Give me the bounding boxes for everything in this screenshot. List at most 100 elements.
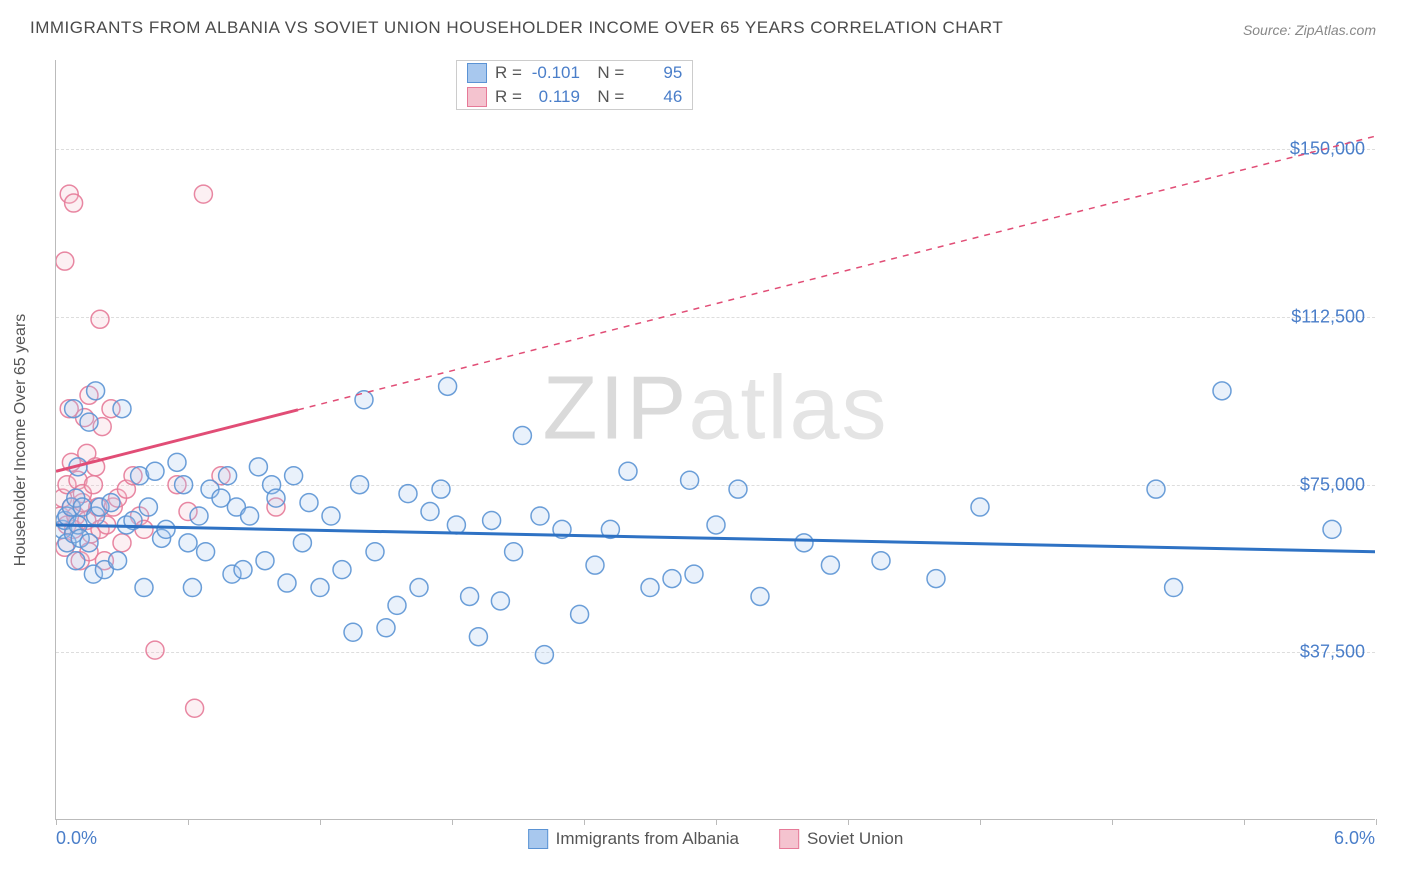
n-value-soviet: 46 [632,87,682,107]
data-point [197,543,215,561]
data-point [267,489,285,507]
data-point [113,534,131,552]
data-point [439,377,457,395]
trend-line-extrapolated [298,136,1375,410]
x-tick [848,819,849,825]
data-point [707,516,725,534]
n-label: N = [588,63,624,83]
data-point [513,427,531,445]
data-point [80,534,98,552]
swatch-soviet [779,829,799,849]
data-point [333,561,351,579]
data-point [293,534,311,552]
data-point [344,623,362,641]
data-point [241,507,259,525]
data-point [65,400,83,418]
swatch-albania [528,829,548,849]
data-point [795,534,813,552]
series-legend: Immigrants from Albania Soviet Union [528,829,904,849]
data-point [285,467,303,485]
x-tick [188,819,189,825]
x-tick [1112,819,1113,825]
data-point [351,476,369,494]
data-point [234,561,252,579]
data-point [278,574,296,592]
data-point [65,194,83,212]
data-point [377,619,395,637]
data-point [410,579,428,597]
x-tick [980,819,981,825]
data-point [113,400,131,418]
data-point [300,494,318,512]
data-point [1213,382,1231,400]
r-label: R = [495,87,522,107]
data-point [168,453,186,471]
x-tick [1376,819,1377,825]
data-point [531,507,549,525]
data-point [619,462,637,480]
data-point [186,699,204,717]
data-point [67,552,85,570]
x-tick [584,819,585,825]
legend-label-albania: Immigrants from Albania [556,829,739,849]
n-value-albania: 95 [632,63,682,83]
data-point [249,458,267,476]
data-point [751,587,769,605]
data-point [1323,520,1341,538]
data-point [388,596,406,614]
legend-item-soviet: Soviet Union [779,829,903,849]
data-point [421,503,439,521]
data-point [311,579,329,597]
x-tick [452,819,453,825]
chart-svg [56,60,1375,819]
data-point [505,543,523,561]
x-tick [320,819,321,825]
chart-title: IMMIGRANTS FROM ALBANIA VS SOVIET UNION … [30,18,1003,38]
data-point [469,628,487,646]
data-point [175,476,193,494]
data-point [571,605,589,623]
data-point [872,552,890,570]
legend-row-albania: R = -0.101 N = 95 [457,61,692,85]
data-point [219,467,237,485]
legend-row-soviet: R = 0.119 N = 46 [457,85,692,109]
x-axis-min-label: 0.0% [56,828,97,849]
x-tick [56,819,57,825]
data-point [139,498,157,516]
plot-area: Householder Income Over 65 years ZIPatla… [55,60,1375,820]
data-point [109,552,127,570]
data-point [491,592,509,610]
data-point [821,556,839,574]
x-tick [1244,819,1245,825]
data-point [146,462,164,480]
data-point [1165,579,1183,597]
data-point [461,587,479,605]
y-axis-title: Householder Income Over 65 years [12,313,30,566]
data-point [183,579,201,597]
x-axis-max-label: 6.0% [1334,828,1375,849]
n-label: N = [588,87,624,107]
data-point [971,498,989,516]
data-point [641,579,659,597]
data-point [366,543,384,561]
source-attribution: Source: ZipAtlas.com [1243,22,1376,38]
data-point [681,471,699,489]
r-value-albania: -0.101 [530,63,580,83]
data-point [84,476,102,494]
data-point [483,511,501,529]
data-point [322,507,340,525]
data-point [80,413,98,431]
legend-item-albania: Immigrants from Albania [528,829,739,849]
data-point [146,641,164,659]
swatch-soviet [467,87,487,107]
data-point [91,310,109,328]
data-point [535,646,553,664]
data-point [927,570,945,588]
data-point [432,480,450,498]
correlation-legend: R = -0.101 N = 95 R = 0.119 N = 46 [456,60,693,110]
r-value-soviet: 0.119 [530,87,580,107]
data-point [157,520,175,538]
swatch-albania [467,63,487,83]
data-point [135,579,153,597]
data-point [56,252,74,270]
